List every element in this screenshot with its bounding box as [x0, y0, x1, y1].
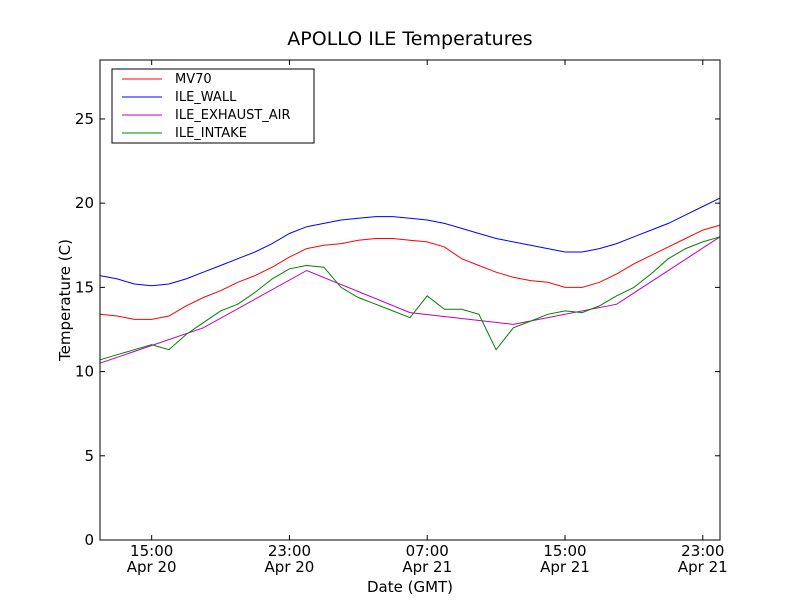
- y-axis-label: Temperature (C): [56, 239, 74, 362]
- x-tick-label-date: Apr 20: [265, 558, 315, 576]
- legend-label: ILE_INTAKE: [175, 126, 247, 141]
- series-line-mv70: [99, 224, 721, 320]
- y-tick-label: 10: [75, 363, 94, 381]
- x-tick-label-time: 15:00: [543, 542, 586, 560]
- plot-lines: [99, 197, 721, 364]
- x-tick-label-date: Apr 21: [678, 558, 728, 576]
- x-tick-label-time: 23:00: [268, 542, 311, 560]
- x-tick-label-time: 15:00: [130, 542, 173, 560]
- x-tick-label-time: 23:00: [681, 542, 724, 560]
- y-tick-label: 20: [75, 194, 94, 212]
- x-tick-label-date: Apr 21: [540, 558, 590, 576]
- series-line-ile-wall: [99, 197, 721, 287]
- y-tick-label: 15: [75, 278, 94, 296]
- legend-frame: [111, 68, 315, 144]
- x-tick-label-date: Apr 20: [127, 558, 177, 576]
- y-ticks: 0 5 10 15 20 25: [75, 110, 720, 549]
- legend-label: ILE_WALL: [175, 90, 237, 105]
- x-tick-label-date: Apr 21: [402, 558, 452, 576]
- x-axis-label: Date (GMT): [367, 578, 453, 596]
- legend: MV70 ILE_WALL ILE_EXHAUST_AIR ILE_INTAKE: [111, 68, 315, 144]
- legend-label: MV70: [175, 72, 212, 87]
- legend-label: ILE_EXHAUST_AIR: [175, 108, 291, 123]
- x-tick-label-time: 07:00: [406, 542, 449, 560]
- series-line-ile-exhaust-air: [99, 236, 721, 364]
- y-tick-label: 0: [84, 531, 94, 549]
- series-line-ile-intake: [99, 236, 721, 361]
- y-tick-label: 25: [75, 110, 94, 128]
- y-tick-label: 5: [84, 447, 94, 465]
- chart-title: APOLLO ILE Temperatures: [287, 28, 532, 50]
- plot-frame: [99, 59, 721, 541]
